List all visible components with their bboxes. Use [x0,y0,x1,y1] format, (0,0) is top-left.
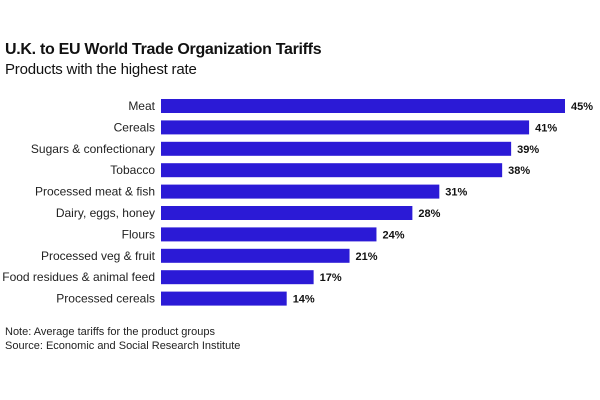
bar [161,141,512,156]
category-label: Food residues & animal feed [2,270,155,284]
category-label: Processed meat & fish [35,185,155,199]
category-label: Processed cereals [56,292,155,306]
value-label: 28% [418,208,440,220]
value-label: 21% [356,251,378,263]
category-label: Dairy, eggs, honey [56,206,155,220]
chart-source: Source: Economic and Social Research Ins… [5,340,241,352]
value-label: 24% [382,229,404,241]
value-label: 31% [445,187,467,199]
bar [161,270,314,285]
chart-subtitle: Products with the highest rate [5,61,197,78]
bar [161,120,530,135]
category-label: Processed veg & fruit [41,249,156,263]
chart-note: Note: Average tariffs for the product gr… [5,326,215,338]
value-label: 41% [535,122,557,134]
category-label: Tobacco [110,163,155,177]
category-label: Sugars & confectionary [31,142,155,156]
bar [161,184,440,199]
bar [161,291,287,306]
bar [161,163,503,178]
value-label: 45% [571,101,593,113]
bar [161,99,565,113]
category-label: Meat [128,99,155,113]
value-label: 38% [508,165,530,177]
chart-title: U.K. to EU World Trade Organization Tari… [5,41,322,58]
bar [161,227,377,242]
bar [161,248,350,263]
bar [161,206,413,220]
category-label: Cereals [114,120,155,134]
value-label: 14% [293,294,315,306]
value-label: 39% [517,144,539,156]
category-label: Flours [122,227,155,241]
value-label: 17% [320,272,342,284]
